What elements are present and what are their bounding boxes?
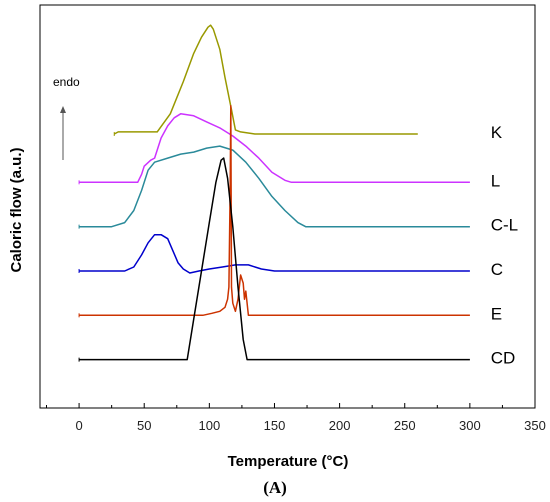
curve-labels: K L C-L C E CD (491, 123, 518, 368)
x-tick-label: 350 (524, 418, 546, 433)
series-label-cd: CD (491, 349, 516, 368)
series-line-k (113, 24, 418, 135)
x-tick-label: 300 (459, 418, 481, 433)
series-line-c (79, 233, 470, 274)
x-axis-title: Temperature (°C) (228, 453, 349, 470)
x-axis: 0 50 100 150 200 250 300 350 (46, 403, 546, 433)
x-tick-label: 100 (198, 418, 220, 433)
endo-arrow-head (60, 106, 66, 113)
plot-frame (39, 4, 536, 409)
x-tick-label: 0 (75, 418, 82, 433)
series-label-c: C (491, 260, 503, 279)
x-tick-label: 50 (137, 418, 151, 433)
endo-label: endo (53, 75, 80, 89)
series-line-c-l (79, 145, 470, 228)
panel-label: (A) (263, 478, 287, 497)
series-line-e (79, 105, 470, 317)
series-label-l: L (491, 171, 500, 190)
x-tick-label: 200 (329, 418, 351, 433)
curves (78, 24, 470, 362)
y-axis-title: Caloric flow (a.u.) (8, 147, 25, 272)
x-tick-label: 250 (394, 418, 416, 433)
series-label-e: E (491, 304, 502, 323)
endo-indicator: endo (53, 75, 80, 160)
series-line-cd (79, 157, 470, 361)
series-line-l (79, 113, 470, 184)
series-label-c-l: C-L (491, 216, 518, 235)
series-label-k: K (491, 123, 503, 142)
x-tick-label: 150 (264, 418, 286, 433)
